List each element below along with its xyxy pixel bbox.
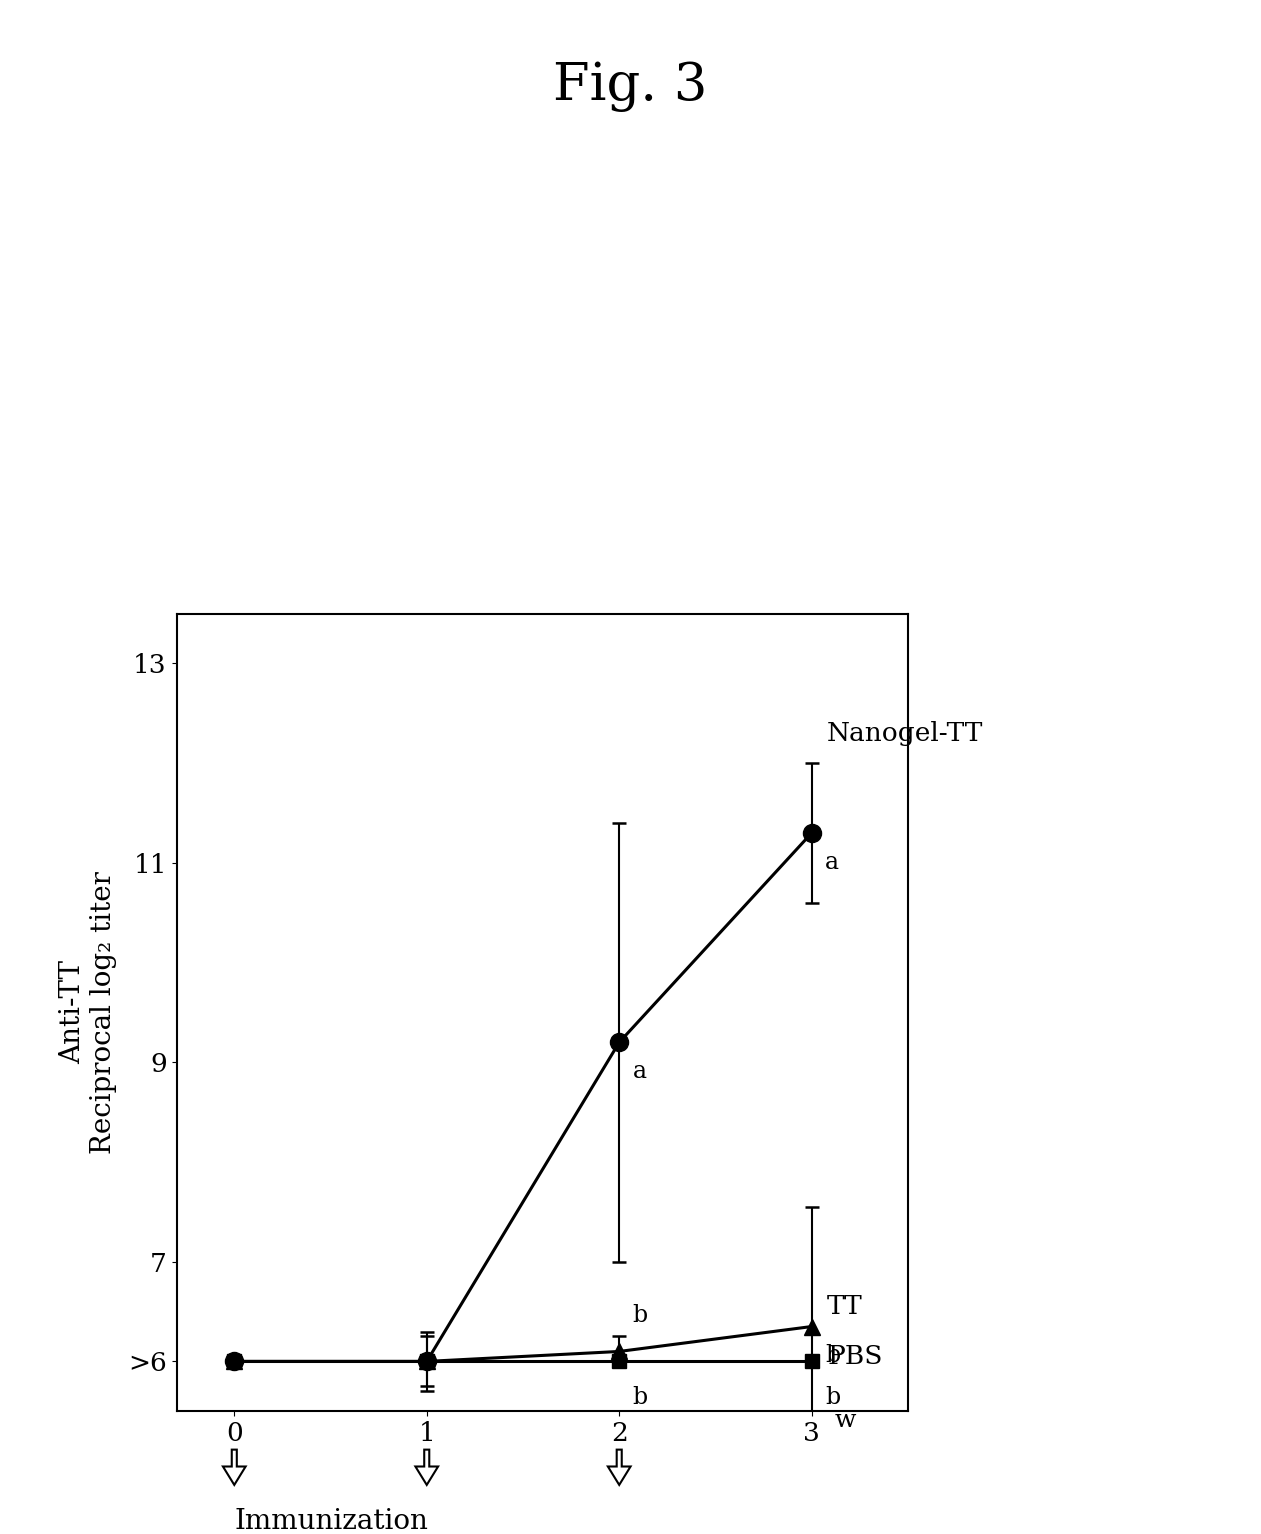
Text: PBS: PBS: [827, 1344, 883, 1368]
Text: Fig. 3: Fig. 3: [554, 61, 707, 112]
Text: Nanogel-TT: Nanogel-TT: [827, 721, 984, 746]
Text: a: a: [825, 851, 839, 874]
Text: b: b: [825, 1387, 840, 1410]
Text: Immunization: Immunization: [235, 1508, 429, 1534]
Text: b: b: [633, 1304, 648, 1327]
Text: w: w: [835, 1410, 856, 1433]
Y-axis label: Anti-TT
Reciprocal log₂ titer: Anti-TT Reciprocal log₂ titer: [59, 871, 117, 1154]
Text: b: b: [825, 1344, 840, 1367]
Text: a: a: [633, 1060, 647, 1083]
Text: TT: TT: [827, 1295, 863, 1319]
Text: b: b: [633, 1387, 648, 1410]
